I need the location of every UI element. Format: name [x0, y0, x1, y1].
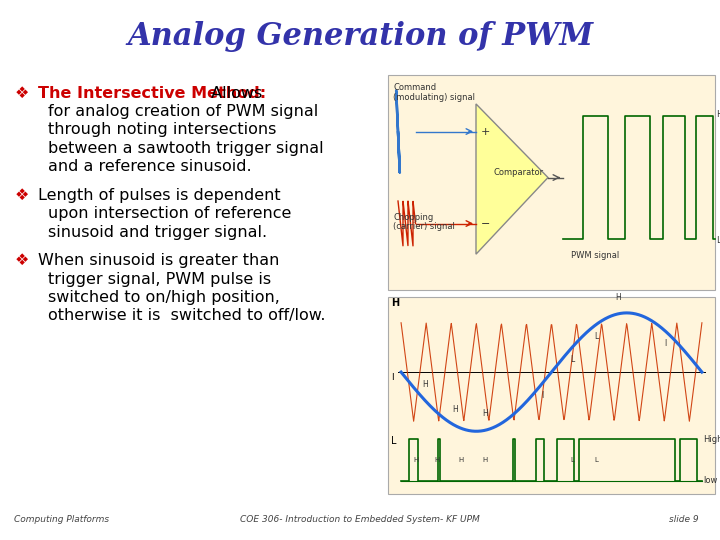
Text: H: H	[452, 405, 458, 414]
Text: switched to on/high position,: switched to on/high position,	[48, 290, 280, 305]
Text: L: L	[570, 355, 575, 364]
Text: H: H	[435, 457, 440, 463]
Text: H: H	[413, 457, 419, 463]
Text: ❖: ❖	[15, 253, 30, 268]
Text: for analog creation of PWM signal: for analog creation of PWM signal	[48, 104, 318, 119]
Bar	[388, 297, 715, 495]
Text: Length of pulses is dependent: Length of pulses is dependent	[38, 188, 281, 202]
Text: Computing Platforms: Computing Platforms	[14, 515, 109, 524]
Text: through noting intersections: through noting intersections	[48, 123, 276, 137]
Text: Comparator: Comparator	[493, 168, 543, 177]
Text: COE 306- Introduction to Embedded System- KF UPM: COE 306- Introduction to Embedded System…	[240, 515, 480, 524]
Text: PWM signal: PWM signal	[571, 251, 619, 260]
Text: I: I	[541, 391, 544, 400]
Text: ❖: ❖	[15, 85, 30, 100]
Text: upon intersection of reference: upon intersection of reference	[48, 206, 292, 221]
Text: H: H	[482, 409, 488, 418]
Text: Analog Generation of PWM: Analog Generation of PWM	[127, 21, 593, 52]
Text: H: H	[422, 380, 428, 389]
Text: ❖: ❖	[15, 188, 30, 202]
Polygon shape	[476, 104, 548, 254]
Text: H: H	[482, 457, 488, 463]
Text: otherwise it is  switched to off/low.: otherwise it is switched to off/low.	[48, 308, 325, 323]
Text: H: H	[391, 298, 400, 308]
Text: Chopping: Chopping	[393, 213, 433, 222]
Text: Allows: Allows	[206, 85, 262, 100]
Text: L: L	[595, 332, 599, 341]
Text: The Intersective Method:: The Intersective Method:	[38, 85, 266, 100]
Text: (modulating) signal: (modulating) signal	[393, 93, 475, 102]
Text: −: −	[481, 219, 490, 228]
Text: H: H	[615, 293, 621, 302]
Text: slide 9: slide 9	[669, 515, 698, 524]
Text: low: low	[703, 476, 718, 485]
Text: When sinusoid is greater than: When sinusoid is greater than	[38, 253, 279, 268]
Text: High: High	[703, 435, 720, 444]
Text: L: L	[595, 457, 598, 463]
Text: between a sawtooth trigger signal: between a sawtooth trigger signal	[48, 141, 323, 156]
Text: sinusoid and trigger signal.: sinusoid and trigger signal.	[48, 225, 267, 240]
Bar	[388, 75, 715, 290]
Text: (carrier) signal: (carrier) signal	[393, 222, 455, 232]
Text: High: High	[716, 110, 720, 119]
Text: L: L	[391, 436, 397, 446]
Text: I: I	[665, 340, 667, 348]
Text: trigger signal, PWM pulse is: trigger signal, PWM pulse is	[48, 272, 271, 287]
Text: L: L	[571, 457, 575, 463]
Text: and a reference sinusoid.: and a reference sinusoid.	[48, 159, 251, 174]
Text: Low: Low	[716, 237, 720, 245]
Text: +: +	[481, 126, 490, 137]
Text: Command: Command	[393, 84, 436, 92]
Text: I: I	[391, 374, 394, 382]
Text: H: H	[459, 457, 464, 463]
